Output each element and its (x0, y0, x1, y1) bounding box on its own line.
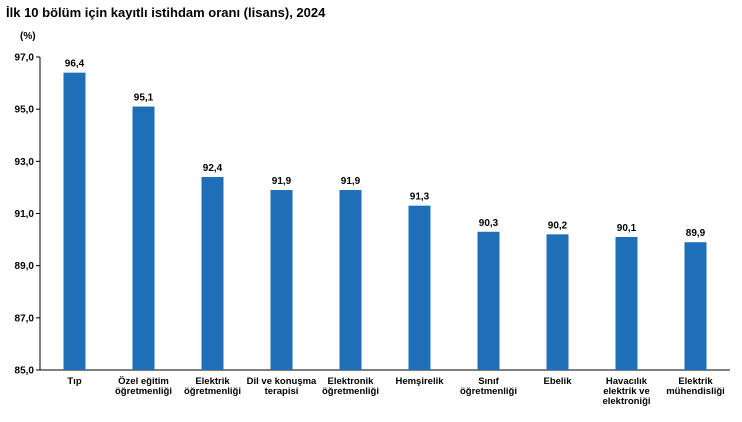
y-tick-label: 87,0 (15, 313, 35, 324)
y-tick-label: 97,0 (15, 53, 35, 64)
bar (684, 242, 707, 370)
bar (339, 190, 362, 370)
category-label: Tıp (67, 376, 81, 387)
bar (270, 190, 293, 370)
category-label: Dil ve konuşma terapisi (247, 376, 317, 397)
y-tick-label: 89,0 (15, 261, 35, 272)
data-label: 96,4 (65, 59, 85, 70)
data-label: 90,1 (617, 223, 637, 234)
data-labels: 96,4 95,1 92,4 91,9 91,9 91,3 90,3 90,2 90,1 89,9 (65, 59, 706, 240)
data-label: 92,4 (203, 163, 223, 174)
bar (132, 106, 155, 370)
data-label: 89,9 (686, 228, 706, 239)
category-label: Elektronik öğretmenliği (322, 376, 379, 397)
category-label: Sınıf öğretmenliği (460, 376, 517, 397)
bars (63, 72, 707, 371)
data-label: 90,2 (548, 220, 568, 231)
bar (63, 72, 86, 371)
category-label: Elektrik öğretmenliği (184, 376, 241, 397)
axes: 85,0 87,0 89,0 91,0 93,0 95,0 97,0 (15, 53, 730, 377)
data-label: 95,1 (134, 93, 154, 104)
bar (408, 205, 431, 370)
data-label: 90,3 (479, 218, 499, 229)
data-label: 91,9 (341, 176, 361, 187)
bar (615, 236, 638, 370)
y-tick-label: 85,0 (15, 366, 35, 377)
y-tick-label: 91,0 (15, 209, 35, 220)
category-label: Havacılık elektrik ve elektroniği (602, 376, 650, 407)
category-labels: Tıp Özel eğitim öğretmenliği Elektrik öğretm… (67, 376, 724, 407)
data-label: 91,3 (410, 192, 430, 203)
y-axis-unit-label: (%) (20, 31, 36, 42)
y-tick-label: 95,0 (15, 105, 35, 116)
category-label: Özel eğitim öğretmenliği (115, 376, 172, 397)
chart-title: İlk 10 bölüm için kayıtlı istihdam oranı… (6, 5, 326, 20)
data-label: 91,9 (272, 176, 292, 187)
bar (477, 231, 500, 370)
category-label: Ebelik (544, 376, 573, 387)
category-label: Hemşirelik (395, 376, 444, 387)
category-label: Elektrik mühendisliği (666, 376, 725, 397)
bar (546, 234, 569, 370)
y-tick-label: 93,0 (15, 157, 35, 168)
bar (201, 176, 224, 370)
